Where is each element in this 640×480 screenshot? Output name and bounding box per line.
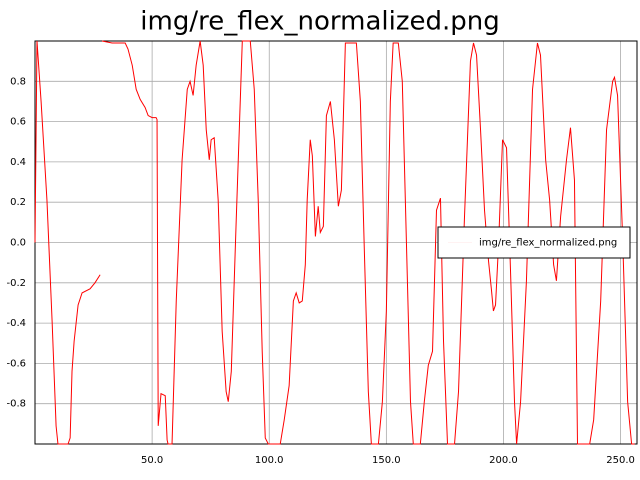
chart-title: img/re_flex_normalized.png	[140, 7, 499, 37]
x-tick-label: 50.0	[141, 455, 163, 466]
x-tick-label: 100.0	[255, 455, 284, 466]
legend-label: img/re_flex_normalized.png	[479, 238, 617, 249]
y-tick-label: -0.2	[6, 278, 26, 289]
y-tick-label: -0.8	[6, 399, 26, 410]
y-tick-label: 0.4	[10, 157, 26, 168]
legend-box	[437, 226, 631, 259]
data-line	[34, 40, 635, 445]
x-tick-label: 200.0	[489, 455, 518, 466]
x-tick-label: 250.0	[606, 455, 635, 466]
x-tick-label: 150.0	[372, 455, 401, 466]
y-tick-label: 0.6	[10, 117, 26, 128]
y-tick-label: 0.8	[10, 76, 26, 87]
y-tick-label: 0.0	[10, 238, 26, 249]
y-tick-label: -0.6	[6, 358, 26, 369]
y-tick-label: 0.2	[10, 197, 26, 208]
y-tick-label: -0.4	[6, 318, 26, 329]
